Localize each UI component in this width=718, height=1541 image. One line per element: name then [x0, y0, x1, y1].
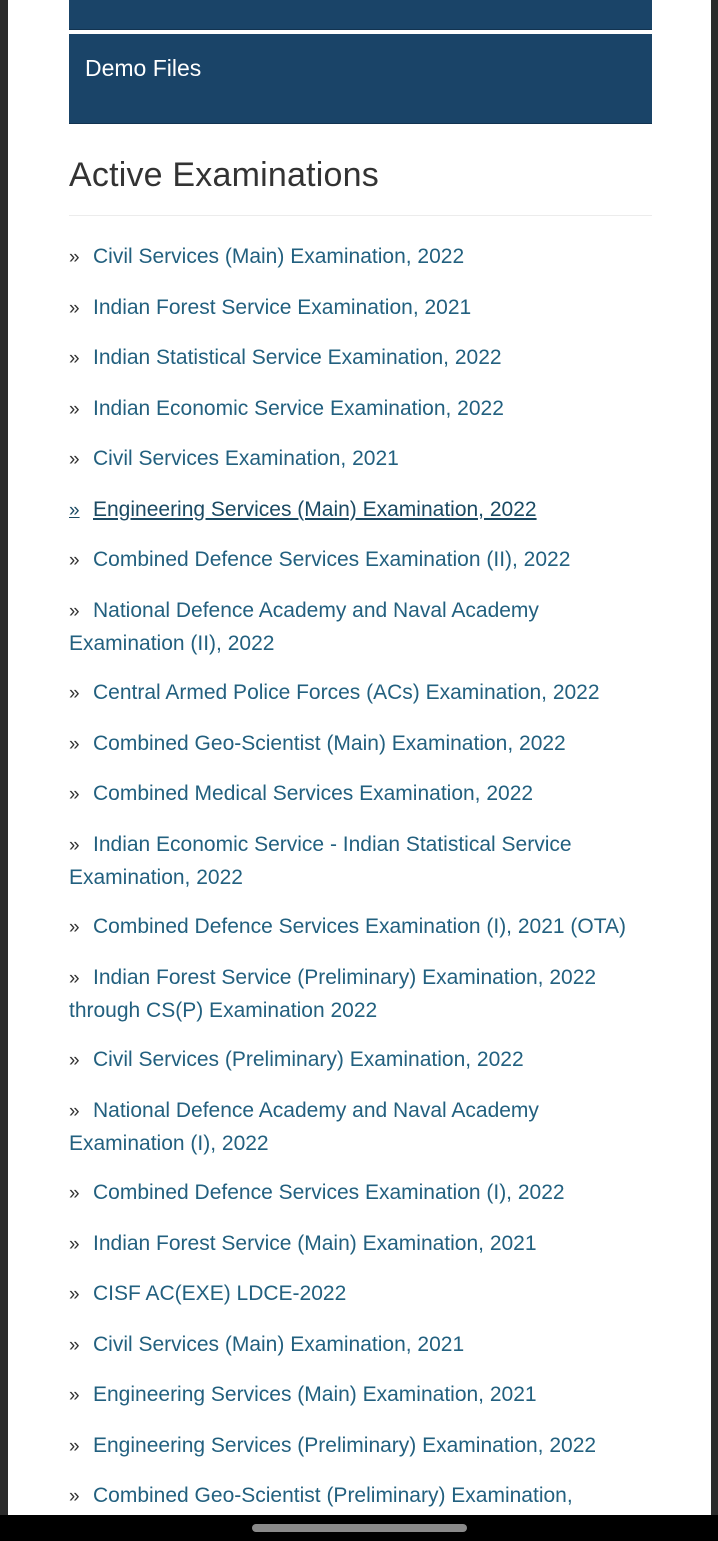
exam-link[interactable]: Indian Forest Service (Preliminary) Exam… [69, 965, 597, 1022]
menu-banner[interactable] [69, 0, 652, 30]
bullet-raquo-icon: » [69, 1334, 80, 1356]
bullet-raquo-icon: » [69, 600, 80, 622]
exam-list-item[interactable]: » Indian Forest Service Examination, 2021 [69, 292, 639, 325]
bullet-raquo-icon: » [69, 1435, 80, 1457]
exam-list-item[interactable]: » Indian Forest Service (Preliminary) Exa… [69, 962, 639, 1027]
exam-link[interactable]: Combined Defence Services Examination (I… [93, 548, 571, 571]
system-nav-bar [0, 1515, 718, 1541]
exam-list-item[interactable]: » Combined Geo-Scientist (Main) Examinati… [69, 728, 639, 761]
bullet-raquo-icon: » [69, 733, 80, 755]
exam-list-item[interactable]: » Indian Economic Service Examination, 20… [69, 393, 639, 426]
exam-link[interactable]: Civil Services (Main) Examination, 2022 [93, 245, 465, 268]
exam-list-item[interactable]: » Combined Defence Services Examination (… [69, 911, 639, 944]
bullet-raquo-icon: » [69, 1050, 80, 1071]
bullet-raquo-icon: » [69, 834, 80, 856]
exam-link[interactable]: Civil Services Examination, 2021 [93, 447, 399, 470]
exam-link[interactable]: National Defence Academy and Naval Acade… [69, 598, 539, 655]
exam-list: » Civil Services (Main) Examination, 2022… [69, 241, 639, 1515]
exam-list-item[interactable]: » Central Armed Police Forces (ACs) Exami… [69, 677, 639, 710]
exam-link[interactable]: Engineering Services (Main) Examination,… [93, 497, 537, 521]
bullet-raquo-icon: » [69, 784, 80, 805]
exam-list-item[interactable]: » Civil Services Examination, 2021 [69, 443, 639, 476]
exam-list-item[interactable]: » Engineering Services (Main) Examination… [69, 1379, 639, 1412]
exam-link[interactable]: Combined Geo-Scientist (Main) Examinatio… [93, 731, 566, 755]
bullet-raquo-icon: » [69, 967, 80, 989]
exam-link[interactable]: Indian Forest Service Examination, 2021 [93, 295, 472, 319]
bullet-raquo-icon: » [69, 449, 80, 470]
bullet-raquo-icon: » [69, 550, 80, 571]
exam-link[interactable]: National Defence Academy and Naval Acade… [69, 1098, 539, 1155]
exam-link[interactable]: Indian Economic Service - Indian Statist… [69, 832, 572, 889]
bullet-raquo-icon: » [69, 1183, 80, 1204]
exam-list-item[interactable]: » National Defence Academy and Naval Acad… [69, 1095, 639, 1160]
demo-files-label: Demo Files [85, 55, 202, 81]
exam-link[interactable]: Combined Geo-Scientist (Preliminary) Exa… [93, 1484, 573, 1507]
exam-link[interactable]: Indian Economic Service Examination, 202… [93, 396, 504, 420]
exam-link[interactable]: Civil Services (Preliminary) Examination… [93, 1048, 524, 1071]
bullet-raquo-icon: » [69, 1284, 80, 1305]
exam-list-item[interactable]: » Civil Services (Preliminary) Examinatio… [69, 1044, 639, 1077]
exam-link[interactable]: CISF AC(EXE) LDCE-2022 [93, 1282, 347, 1305]
bullet-raquo-icon: » [69, 398, 80, 420]
exam-link[interactable]: Engineering Services (Preliminary) Exami… [93, 1433, 597, 1457]
home-gesture-handle[interactable] [252, 1524, 467, 1532]
section-title: Active Examinations [69, 156, 379, 194]
exam-list-item[interactable]: » Civil Services (Main) Examination, 2021 [69, 1329, 639, 1362]
exam-list-item[interactable]: » Indian Statistical Service Examination,… [69, 342, 639, 375]
exam-list-item[interactable]: » Combined Geo-Scientist (Preliminary) Ex… [69, 1480, 639, 1513]
demo-files-banner[interactable]: Demo Files [69, 34, 652, 124]
exam-list-item[interactable]: » Combined Defence Services Examination (… [69, 544, 639, 577]
exam-link[interactable]: Indian Forest Service (Main) Examination… [93, 1231, 537, 1255]
exam-link[interactable]: Civil Services (Main) Examination, 2021 [93, 1332, 465, 1356]
page: Demo Files Active Examinations » Civil Se… [8, 0, 711, 1515]
exam-link[interactable]: Engineering Services (Main) Examination,… [93, 1383, 537, 1406]
exam-link[interactable]: Central Armed Police Forces (ACs) Examin… [93, 681, 600, 704]
bullet-raquo-icon: » [69, 348, 80, 369]
exam-list-item[interactable]: » Indian Economic Service - Indian Statis… [69, 829, 639, 894]
bullet-raquo-icon: » [69, 917, 80, 938]
exam-link[interactable]: Combined Defence Services Examination (I… [93, 1181, 565, 1204]
exam-list-item[interactable]: » National Defence Academy and Naval Acad… [69, 595, 639, 660]
exam-list-item[interactable]: » Engineering Services (Main) Examination… [69, 494, 639, 527]
exam-list-item[interactable]: » Combined Defence Services Examination (… [69, 1177, 639, 1210]
exam-link[interactable]: Indian Statistical Service Examination, … [93, 346, 502, 369]
exam-list-item[interactable]: » CISF AC(EXE) LDCE-2022 [69, 1278, 639, 1311]
bullet-raquo-icon: » [69, 1100, 80, 1122]
exam-link[interactable]: Combined Medical Services Examination, 2… [93, 782, 534, 805]
exam-list-item[interactable]: » Civil Services (Main) Examination, 2022 [69, 241, 639, 274]
bullet-raquo-icon: » [69, 247, 80, 268]
bullet-raquo-icon: » [69, 499, 80, 521]
exam-list-item[interactable]: » Engineering Services (Preliminary) Exam… [69, 1430, 639, 1463]
exam-list-item[interactable]: » Indian Forest Service (Main) Examinatio… [69, 1228, 639, 1261]
bullet-raquo-icon: » [69, 1385, 80, 1406]
exam-list-item[interactable]: » Combined Medical Services Examination, … [69, 778, 639, 811]
bullet-raquo-icon: » [69, 683, 80, 704]
bullet-raquo-icon: » [69, 297, 80, 319]
divider [69, 215, 652, 216]
bullet-raquo-icon: » [69, 1233, 80, 1255]
bullet-raquo-icon: » [69, 1486, 80, 1507]
exam-link[interactable]: Combined Defence Services Examination (I… [93, 915, 626, 938]
